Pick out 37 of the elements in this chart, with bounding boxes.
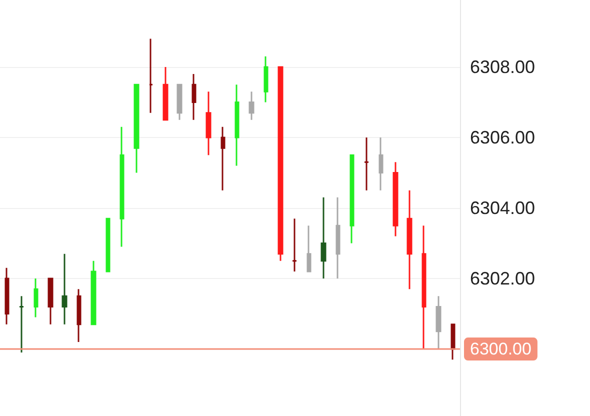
candlestick: [162, 66, 168, 121]
candlestick: [350, 154, 354, 244]
candlestick: [292, 218, 298, 272]
candlestick: [320, 196, 326, 280]
candlestick: [306, 224, 312, 272]
candlestick: [90, 260, 96, 326]
candlestick: [392, 161, 398, 237]
y-tick-label: 6304.00: [470, 198, 536, 218]
candlestick: [18, 295, 24, 354]
candlestick: [248, 90, 254, 121]
y-tick-label: 6302.00: [470, 268, 536, 289]
ref-line-label: 6300.00: [470, 340, 532, 359]
candlestick: [4, 267, 10, 326]
y-tick-label: 6308.00: [470, 56, 536, 77]
candlestick: [364, 136, 370, 192]
candlestick: [76, 288, 82, 343]
candlestick: [206, 90, 212, 156]
candlestick: [120, 126, 124, 248]
candlestick: [406, 190, 412, 290]
candlestick: [220, 126, 226, 192]
candlestick: [48, 278, 54, 326]
candlestick: [336, 196, 340, 280]
candlestick: [450, 324, 456, 360]
candlestick: [192, 73, 196, 121]
candlestick: [106, 218, 110, 272]
y-tick-label: 6306.00: [470, 127, 536, 148]
candlestick: [264, 56, 268, 103]
candlestick: [422, 224, 426, 350]
candlestick: [436, 295, 442, 350]
candlestick: [378, 136, 384, 192]
candlestick: [234, 84, 240, 166]
candlestick: [34, 278, 38, 318]
candlestick: [148, 38, 154, 114]
candlestick: [62, 253, 68, 326]
candlestick: [134, 84, 140, 174]
candlestick: [278, 66, 284, 262]
candlestick: [176, 84, 182, 121]
